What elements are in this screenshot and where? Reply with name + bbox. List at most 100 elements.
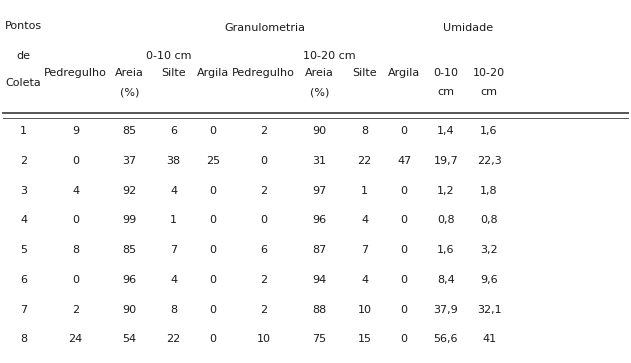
Text: cm: cm bbox=[481, 87, 497, 97]
Text: 0: 0 bbox=[209, 126, 216, 136]
Text: 0: 0 bbox=[401, 305, 408, 315]
Text: 15: 15 bbox=[358, 334, 372, 344]
Text: Argila: Argila bbox=[388, 68, 420, 78]
Text: 94: 94 bbox=[312, 275, 327, 285]
Text: 9: 9 bbox=[72, 126, 80, 136]
Text: Areia: Areia bbox=[115, 68, 144, 78]
Text: 97: 97 bbox=[312, 185, 327, 196]
Text: 0: 0 bbox=[209, 185, 216, 196]
Text: 38: 38 bbox=[167, 156, 180, 166]
Text: 4: 4 bbox=[170, 275, 177, 285]
Text: 88: 88 bbox=[312, 305, 327, 315]
Text: 56,6: 56,6 bbox=[433, 334, 458, 344]
Text: 8: 8 bbox=[20, 334, 27, 344]
Text: 41: 41 bbox=[482, 334, 496, 344]
Text: 0: 0 bbox=[209, 275, 216, 285]
Text: 0: 0 bbox=[72, 156, 80, 166]
Text: 10: 10 bbox=[358, 305, 372, 315]
Text: 0: 0 bbox=[209, 215, 216, 225]
Text: 2: 2 bbox=[260, 275, 267, 285]
Text: 2: 2 bbox=[20, 156, 27, 166]
Text: 4: 4 bbox=[20, 215, 27, 225]
Text: 22: 22 bbox=[167, 334, 180, 344]
Text: 0: 0 bbox=[401, 245, 408, 255]
Text: 2: 2 bbox=[260, 126, 267, 136]
Text: 1: 1 bbox=[20, 126, 27, 136]
Text: 5: 5 bbox=[20, 245, 27, 255]
Text: Argila: Argila bbox=[197, 68, 229, 78]
Text: 0,8: 0,8 bbox=[437, 215, 454, 225]
Text: 92: 92 bbox=[122, 185, 136, 196]
Text: 54: 54 bbox=[122, 334, 136, 344]
Text: cm: cm bbox=[437, 87, 454, 97]
Text: 0-10: 0-10 bbox=[433, 68, 458, 78]
Text: 0: 0 bbox=[401, 215, 408, 225]
Text: 1: 1 bbox=[361, 185, 369, 196]
Text: 6: 6 bbox=[260, 245, 267, 255]
Text: 4: 4 bbox=[170, 185, 177, 196]
Text: 96: 96 bbox=[312, 215, 327, 225]
Text: 2: 2 bbox=[260, 305, 267, 315]
Text: 10-20 cm: 10-20 cm bbox=[303, 51, 355, 61]
Text: 75: 75 bbox=[312, 334, 327, 344]
Text: 2: 2 bbox=[260, 185, 267, 196]
Text: 0: 0 bbox=[209, 334, 216, 344]
Text: 2: 2 bbox=[72, 305, 80, 315]
Text: 8: 8 bbox=[72, 245, 80, 255]
Text: 8: 8 bbox=[361, 126, 369, 136]
Text: de: de bbox=[16, 51, 31, 61]
Text: 85: 85 bbox=[122, 126, 136, 136]
Text: 25: 25 bbox=[206, 156, 220, 166]
Text: 37,9: 37,9 bbox=[433, 305, 458, 315]
Text: 32,1: 32,1 bbox=[476, 305, 502, 315]
Text: 4: 4 bbox=[72, 185, 80, 196]
Text: Umidade: Umidade bbox=[443, 23, 493, 33]
Text: 19,7: 19,7 bbox=[433, 156, 458, 166]
Text: 0: 0 bbox=[401, 334, 408, 344]
Text: Pontos: Pontos bbox=[5, 21, 42, 31]
Text: 7: 7 bbox=[170, 245, 177, 255]
Text: 96: 96 bbox=[122, 275, 136, 285]
Text: 6: 6 bbox=[20, 275, 27, 285]
Text: 4: 4 bbox=[361, 275, 369, 285]
Text: Areia: Areia bbox=[305, 68, 334, 78]
Text: 87: 87 bbox=[312, 245, 327, 255]
Text: 0: 0 bbox=[209, 305, 216, 315]
Text: 0,8: 0,8 bbox=[480, 215, 498, 225]
Text: 0: 0 bbox=[209, 245, 216, 255]
Text: 1,6: 1,6 bbox=[480, 126, 498, 136]
Text: Coleta: Coleta bbox=[6, 78, 42, 88]
Text: 24: 24 bbox=[69, 334, 83, 344]
Text: 1,2: 1,2 bbox=[437, 185, 454, 196]
Text: 8,4: 8,4 bbox=[437, 275, 455, 285]
Text: 90: 90 bbox=[312, 126, 327, 136]
Text: 0-10 cm: 0-10 cm bbox=[146, 51, 192, 61]
Text: Pedregulho: Pedregulho bbox=[232, 68, 295, 78]
Text: 99: 99 bbox=[122, 215, 136, 225]
Text: (%): (%) bbox=[310, 87, 329, 97]
Text: 3: 3 bbox=[20, 185, 27, 196]
Text: 0: 0 bbox=[260, 215, 267, 225]
Text: 3,2: 3,2 bbox=[480, 245, 498, 255]
Text: 7: 7 bbox=[361, 245, 369, 255]
Text: Silte: Silte bbox=[352, 68, 377, 78]
Text: 8: 8 bbox=[170, 305, 177, 315]
Text: Pedregulho: Pedregulho bbox=[44, 68, 107, 78]
Text: 0: 0 bbox=[72, 275, 80, 285]
Text: Silte: Silte bbox=[161, 68, 186, 78]
Text: 1,8: 1,8 bbox=[480, 185, 498, 196]
Text: 10-20: 10-20 bbox=[473, 68, 505, 78]
Text: 6: 6 bbox=[170, 126, 177, 136]
Text: 7: 7 bbox=[20, 305, 27, 315]
Text: 31: 31 bbox=[312, 156, 327, 166]
Text: 1: 1 bbox=[170, 215, 177, 225]
Text: Granulometria: Granulometria bbox=[224, 23, 305, 33]
Text: 37: 37 bbox=[122, 156, 136, 166]
Text: 85: 85 bbox=[122, 245, 136, 255]
Text: 47: 47 bbox=[397, 156, 411, 166]
Text: 10: 10 bbox=[256, 334, 271, 344]
Text: 90: 90 bbox=[122, 305, 136, 315]
Text: 22,3: 22,3 bbox=[476, 156, 502, 166]
Text: 1,6: 1,6 bbox=[437, 245, 454, 255]
Text: 9,6: 9,6 bbox=[480, 275, 498, 285]
